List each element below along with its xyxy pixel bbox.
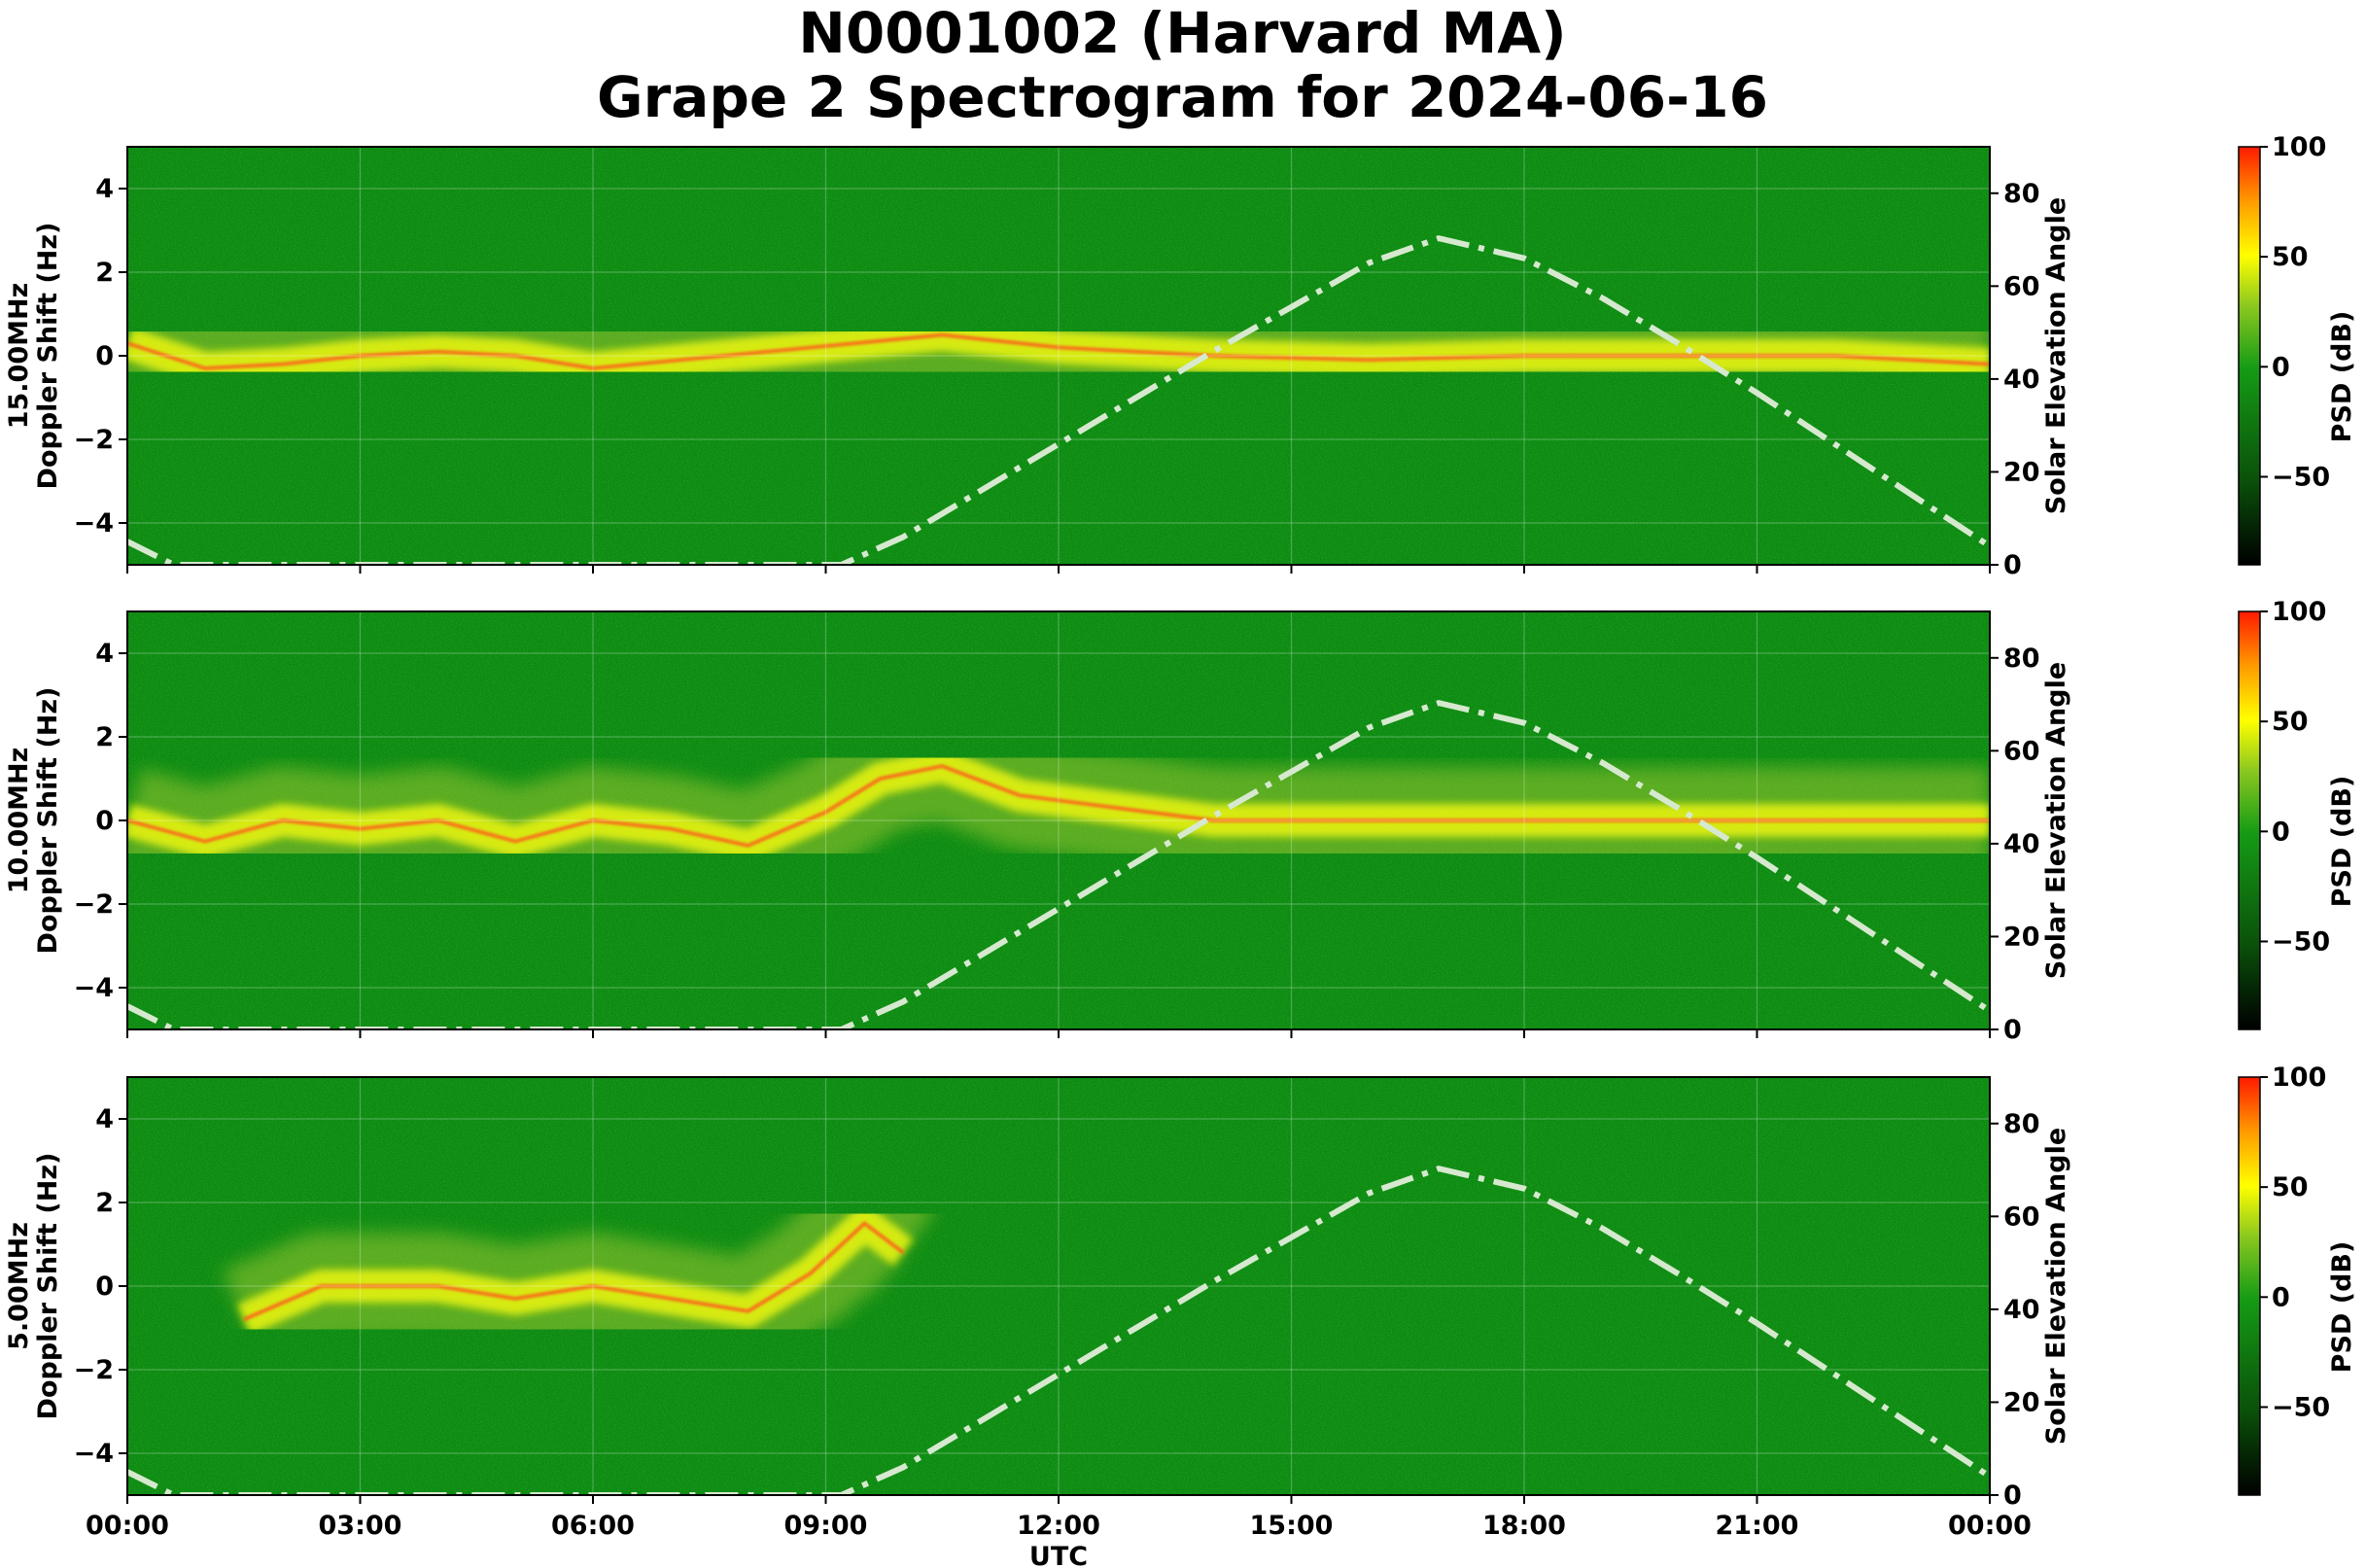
x-tick-label: 06:00 (551, 1511, 635, 1541)
y-tick-label: −4 (74, 508, 114, 539)
right-y-tick-label: 60 (2003, 271, 2040, 301)
colorbar-gradient (2238, 1076, 2261, 1496)
panel-plot-area (127, 147, 1990, 565)
x-tick-label: 12:00 (1017, 1511, 1100, 1541)
colorbar: 100 50 0 −50 PSD (dB) (2238, 132, 2357, 566)
x-tick-label: 00:00 (1948, 1511, 2032, 1541)
colorbar-tick-label: −50 (2272, 1392, 2330, 1422)
solar-elevation-curve (127, 235, 1990, 565)
right-y-tick-label: 80 (2003, 179, 2040, 209)
right-y-axis-label: Solar Elevation Angle (2041, 1128, 2071, 1445)
right-y-tick-label: 40 (2003, 1295, 2040, 1325)
y-tick-label: 0 (95, 806, 114, 836)
right-y-tick-label: 80 (2003, 644, 2040, 674)
colorbar-label: PSD (dB) (2327, 776, 2357, 908)
colorbar-tick-label: 50 (2272, 242, 2309, 272)
right-y-tick-label: 0 (2003, 550, 2022, 580)
chart-title-line: N0001002 (Harvard MA) (798, 0, 1567, 66)
y-axis-label: Doppler Shift (Hz) (33, 687, 63, 955)
right-y-axis-label: Solar Elevation Angle (2041, 197, 2071, 514)
y-tick-label: 4 (95, 639, 114, 669)
right-y-tick-label: 60 (2003, 1202, 2040, 1232)
y-tick-label: −4 (74, 1439, 114, 1469)
y-tick-label: 0 (95, 1272, 114, 1302)
x-tick-label: 21:00 (1716, 1511, 1799, 1541)
right-y-tick-label: 20 (2003, 922, 2040, 952)
solar-elevation-curve (127, 1166, 1990, 1495)
colorbar-tick-label: 100 (2272, 1063, 2326, 1093)
doppler-trace (127, 332, 1990, 370)
band-label: 5.00MHz (4, 1222, 34, 1350)
x-tick-label: 15:00 (1250, 1511, 1334, 1541)
colorbar-tick-label: 0 (2272, 352, 2290, 382)
right-y-tick-label: 80 (2003, 1109, 2040, 1139)
colorbar-label: PSD (dB) (2327, 1241, 2357, 1374)
right-y-axis-label: Solar Elevation Angle (2041, 662, 2071, 979)
panel-plot-area (127, 1077, 1990, 1495)
x-tick-label: 00:00 (86, 1511, 169, 1541)
colorbar-gradient (2238, 610, 2261, 1030)
y-tick-label: 0 (95, 341, 114, 371)
doppler-trace (242, 1221, 905, 1322)
x-tick-label: 03:00 (319, 1511, 402, 1541)
colorbar-tick-label: 50 (2272, 1172, 2309, 1202)
colorbar-tick-label: 50 (2272, 707, 2309, 737)
y-tick-label: 4 (95, 174, 114, 204)
colorbar-tick-label: −50 (2272, 462, 2330, 492)
y-tick-label: −2 (74, 889, 114, 920)
right-y-tick-label: 20 (2003, 1387, 2040, 1417)
right-y-tick-label: 0 (2003, 1481, 2022, 1511)
colorbar-label: PSD (dB) (2327, 311, 2357, 443)
y-tick-label: −4 (74, 973, 114, 1003)
colorbar-tick-label: 0 (2272, 1282, 2290, 1312)
y-tick-label: 2 (95, 722, 114, 752)
y-tick-label: 4 (95, 1104, 114, 1134)
colorbar-tick-label: 0 (2272, 817, 2290, 847)
band-label: 15.00MHz (4, 283, 34, 430)
solar-elevation-curve (127, 700, 1990, 1029)
colorbar-tick-label: 100 (2272, 597, 2326, 627)
panel-plot-area (127, 611, 1990, 1029)
y-tick-label: −2 (74, 1355, 114, 1385)
chart-title: N0001002 (Harvard MA) Grape 2 Spectrogra… (0, 0, 2365, 136)
right-y-tick-label: 60 (2003, 736, 2040, 766)
colorbar-gradient (2238, 146, 2261, 566)
colorbar: 100 50 0 −50 PSD (dB) (2238, 597, 2357, 1030)
right-y-tick-label: 20 (2003, 457, 2040, 487)
y-tick-label: −2 (74, 425, 114, 455)
right-y-tick-label: 40 (2003, 365, 2040, 395)
band-label: 10.00MHz (4, 748, 34, 894)
x-axis-label: UTC (1029, 1542, 1088, 1568)
x-tick-label: 09:00 (784, 1511, 868, 1541)
y-axis-label: Doppler Shift (Hz) (33, 1153, 63, 1420)
y-tick-label: 2 (95, 258, 114, 288)
right-y-tick-label: 40 (2003, 829, 2040, 859)
x-tick-label: 18:00 (1482, 1511, 1566, 1541)
y-tick-label: 2 (95, 1188, 114, 1218)
doppler-trace (127, 764, 1990, 848)
colorbar-tick-label: −50 (2272, 926, 2330, 957)
colorbar-tick-label: 100 (2272, 132, 2326, 162)
y-axis-label: Doppler Shift (Hz) (33, 223, 63, 490)
right-y-tick-label: 0 (2003, 1015, 2022, 1045)
colorbar: 100 50 0 −50 PSD (dB) (2238, 1063, 2357, 1496)
chart-subtitle-line: Grape 2 Spectrogram for 2024-06-16 (597, 64, 1768, 130)
